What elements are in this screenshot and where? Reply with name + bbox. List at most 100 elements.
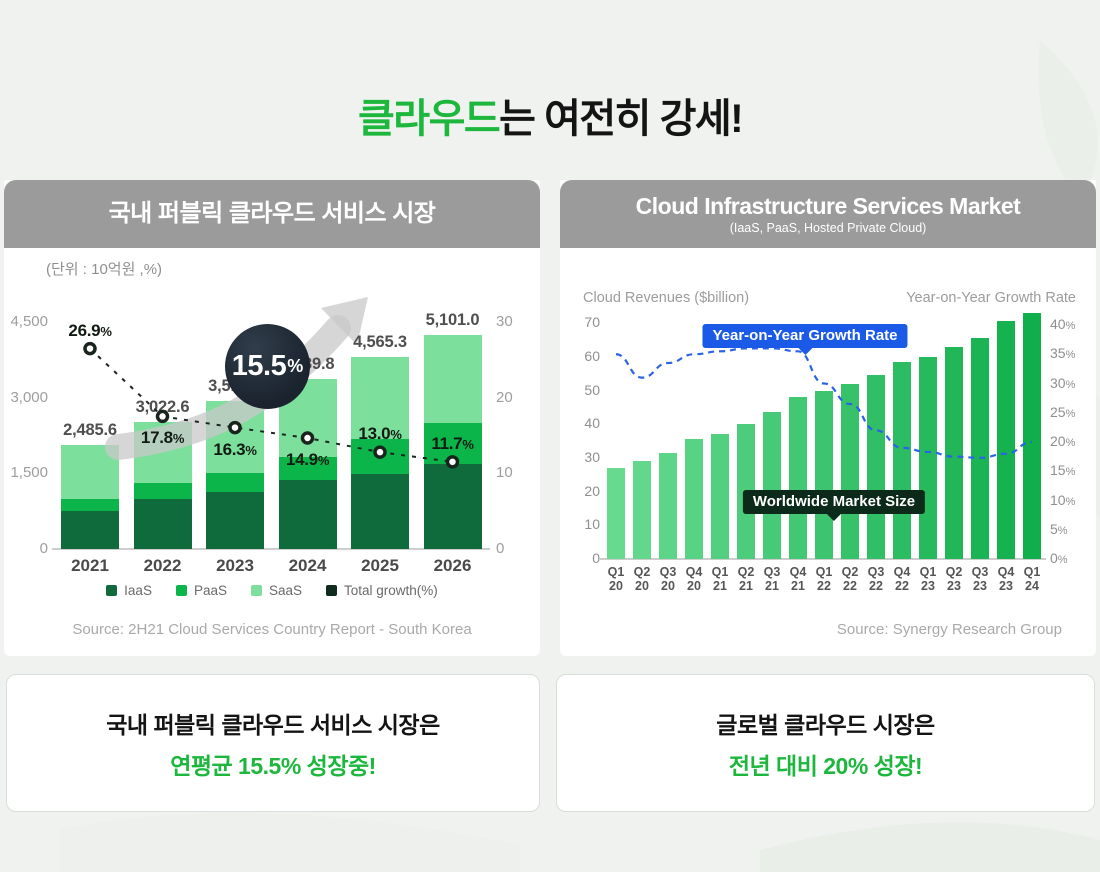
x-axis-label-line: Q2 xyxy=(737,565,755,579)
legend-item-totalgrowth: Total growth(%) xyxy=(326,583,438,598)
x-axis-label-line: 23 xyxy=(999,578,1013,593)
growth-axis-tick-15: 15% xyxy=(1050,462,1076,479)
x-axis-label-Q2-20: Q2 20 xyxy=(627,565,657,593)
x-axis-label-line: Q1 xyxy=(607,565,625,579)
growth-axis-tick-5: 5% xyxy=(1050,520,1068,537)
legend-label: Total growth(%) xyxy=(344,583,438,598)
growth-axis-tick-20: 20% xyxy=(1050,433,1076,450)
x-axis-label-line: Q1 xyxy=(1023,565,1041,579)
left-chart-x-axis-line xyxy=(52,548,490,550)
worldwide-market-size-callout: Worldwide Market Size xyxy=(742,490,926,514)
x-axis-label-Q4-23: Q4 23 xyxy=(991,565,1021,593)
growth-axis-tick-25-percent-sign: % xyxy=(1065,407,1076,420)
growth-axis-tick-35-percent-sign: % xyxy=(1065,349,1076,362)
page-title-rest: 는 여전히 강세! xyxy=(499,97,743,141)
x-axis-label-2022: 2022 xyxy=(143,556,182,575)
growth-axis-tick-30: 30% xyxy=(1050,374,1076,391)
growth-axis-tick-25: 25% xyxy=(1050,403,1076,420)
x-axis-label-line: Q4 xyxy=(685,565,703,579)
growth-axis-tick-10-percent-sign: % xyxy=(1065,495,1076,508)
right-chart-right-axis-title: Year-on-Year Growth Rate xyxy=(906,290,1076,306)
x-axis-label-line: Q3 xyxy=(971,565,989,579)
x-axis-label-Q1-20: Q1 20 xyxy=(601,565,631,593)
segment-paas-2025 xyxy=(351,439,409,475)
stacked-bar-2023 xyxy=(206,401,264,549)
left-chart-legend: IaaS PaaS SaaS Total growth(%) xyxy=(4,583,540,598)
x-axis-label-line: Q3 xyxy=(763,565,781,579)
x-axis-label-line: 22 xyxy=(869,578,883,593)
growth-label-2021: 26.9% xyxy=(68,320,112,340)
x-axis-label-line: Q1 xyxy=(919,565,937,579)
global-cloud-panel-header: Cloud Infrastructure Services Market (Ia… xyxy=(560,180,1096,248)
x-axis-label-line: 20 xyxy=(661,578,675,593)
x-axis-label-Q1-22: Q1 22 xyxy=(809,565,839,593)
market-bar-Q1-21 xyxy=(711,434,729,559)
growth-axis-tick-15-percent-sign: % xyxy=(1065,466,1076,479)
x-axis-label-line: 20 xyxy=(687,578,701,593)
x-axis-label-line: Q1 xyxy=(711,565,729,579)
segment-iaas-2023 xyxy=(206,492,264,549)
korea-summary-card: 국내 퍼블릭 클라우드 서비스 시장은 연평균 15.5% 성장중! xyxy=(6,674,540,812)
korea-summary-line1: 국내 퍼블릭 클라우드 서비스 시장은 xyxy=(106,711,440,738)
market-bar-Q4-20 xyxy=(685,439,703,559)
page-title-highlight: 클라우드 xyxy=(357,97,501,141)
growth-label-2021-percent-sign: % xyxy=(100,323,112,339)
left-axis-tick-4,500: 4,500 xyxy=(10,313,48,330)
growth-axis-tick-20-percent-sign: % xyxy=(1065,437,1076,449)
growth-axis-tick-0: 0% xyxy=(1050,550,1068,567)
global-summary-line1: 글로벌 클라우드 시장은 xyxy=(716,711,935,738)
segment-iaas-2022 xyxy=(133,499,192,549)
segment-paas-2023 xyxy=(206,472,264,493)
yoy-growth-rate-callout: Year-on-Year Growth Rate xyxy=(702,324,908,348)
growth-axis-tick-10: 10% xyxy=(1050,491,1076,508)
growth-label-2026: 11.7% xyxy=(431,433,474,453)
x-axis-label-Q4-20: Q4 20 xyxy=(679,565,709,593)
cagr-value: 15.5 xyxy=(231,350,287,382)
market-bar-Q1-20 xyxy=(607,468,625,559)
market-bar-Q3-21 xyxy=(763,412,781,559)
x-axis-label-line: Q2 xyxy=(945,565,963,579)
x-axis-label-Q1-21: Q1 21 xyxy=(705,565,735,593)
x-axis-label-2023: 2023 xyxy=(216,556,254,575)
market-bar-Q2-22 xyxy=(841,383,859,559)
stacked-bar-2025 xyxy=(351,357,409,549)
market-bar-Q1-24 xyxy=(1023,312,1041,559)
segment-iaas-2021 xyxy=(61,511,119,549)
growth-axis-tick-30-percent-sign: % xyxy=(1065,378,1076,391)
revenue-axis-tick-10: 10 xyxy=(584,516,600,533)
growth-axis-tick-5-percent-sign: % xyxy=(1057,524,1068,537)
right-chart-x-axis-line xyxy=(600,558,1046,560)
x-axis-label-line: Q1 xyxy=(815,565,833,579)
segment-iaas-2026 xyxy=(423,464,482,549)
segment-saas-2021 xyxy=(61,444,119,500)
legend-item-iaas: IaaS xyxy=(106,583,152,598)
x-axis-label-line: Q3 xyxy=(659,565,677,579)
x-axis-label-line: 21 xyxy=(713,578,727,593)
x-axis-label-line: 20 xyxy=(609,578,623,593)
global-cloud-panel-subtitle: (IaaS, PaaS, Hosted Private Cloud) xyxy=(729,220,927,235)
growth-axis-tick-35: 35% xyxy=(1050,345,1076,362)
x-axis-label-line: 21 xyxy=(791,578,805,593)
x-axis-label-2024: 2024 xyxy=(288,556,327,575)
unit-note: (단위 : 10억원 ,%) xyxy=(46,261,163,278)
left-chart-right-axis-tick-0: 0 xyxy=(496,540,505,557)
market-bar-Q1-23 xyxy=(919,356,937,559)
x-axis-label-line: 22 xyxy=(817,578,831,593)
x-axis-label-2021: 2021 xyxy=(71,556,109,575)
legend-item-saas: SaaS xyxy=(250,583,302,598)
global-cloud-panel-title: Cloud Infrastructure Services Market xyxy=(635,192,1021,219)
x-axis-label-line: Q2 xyxy=(633,565,651,579)
market-bar-Q4-23 xyxy=(997,321,1015,559)
x-axis-label-Q4-22: Q4 22 xyxy=(887,565,917,593)
x-axis-label-line: Q2 xyxy=(841,565,859,579)
market-bar-Q4-21 xyxy=(789,397,807,559)
x-axis-label-Q2-23: Q2 23 xyxy=(939,565,969,593)
segment-paas-2021 xyxy=(61,499,119,511)
segment-iaas-2024 xyxy=(278,480,337,549)
korea-cloud-panel-header: 국내 퍼블릭 클라우드 서비스 시장 xyxy=(4,180,540,248)
left-chart-right-axis-tick-10: 10 xyxy=(496,464,513,482)
x-axis-label-line: 20 xyxy=(635,578,649,593)
legend-swatch-iaas xyxy=(106,585,118,596)
bar-total-label-2022: 3,022.6 xyxy=(135,398,190,417)
